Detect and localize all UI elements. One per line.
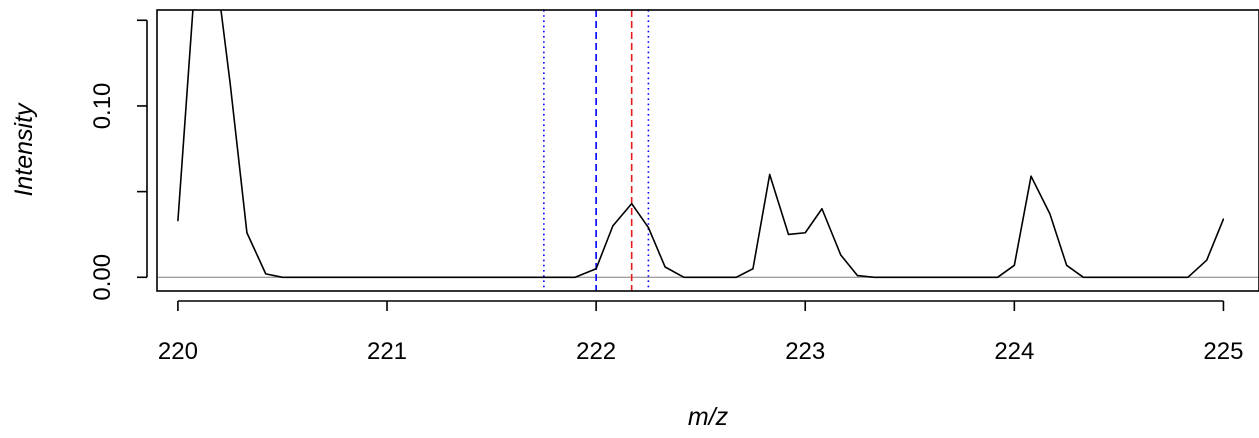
data-point (1101, 276, 1103, 278)
x-axis-title: m/z (688, 403, 729, 431)
x-axis: 220 221 222 223 224 225 (158, 300, 1243, 365)
data-point (716, 276, 719, 278)
data-point (449, 276, 451, 278)
x-tick-label: 223 (785, 338, 825, 365)
data-point (511, 276, 514, 278)
data-point (873, 276, 875, 278)
y-axis-title: Intensity (10, 102, 38, 197)
data-point (664, 266, 666, 268)
data-point (930, 276, 932, 278)
x-tick-label: 220 (158, 338, 198, 365)
data-point (997, 276, 999, 278)
plot-frame (156, 9, 1259, 292)
data-point (683, 276, 685, 278)
data-point (909, 276, 911, 278)
data-point (229, 83, 231, 85)
x-tick-label: 222 (576, 338, 616, 365)
data-point (246, 232, 248, 234)
data-point (386, 276, 388, 278)
data-point (840, 254, 842, 256)
data-point (595, 268, 597, 270)
data-point (856, 274, 859, 277)
data-point (1139, 276, 1141, 278)
data-point (1082, 276, 1084, 278)
data-point (177, 220, 179, 222)
data-point (631, 203, 633, 205)
data-point (804, 232, 806, 234)
x-tick-label: 221 (367, 338, 407, 365)
data-point (428, 276, 430, 278)
data-point (532, 276, 534, 278)
data-point (281, 276, 284, 278)
data-point (752, 268, 754, 270)
data-point (1030, 175, 1032, 177)
y-axis: 0.00 0.10 (89, 19, 148, 301)
data-point (1160, 276, 1162, 278)
data-point (265, 273, 267, 275)
data-point (735, 276, 737, 278)
x-tick-label: 224 (994, 338, 1034, 365)
data-point (574, 276, 576, 278)
data-point (892, 276, 894, 278)
data-point (1206, 259, 1208, 261)
data-point (1066, 264, 1068, 266)
data-point (407, 276, 409, 278)
data-point (1187, 276, 1189, 278)
data-point (1049, 213, 1051, 215)
data-point (323, 276, 325, 278)
data-point (344, 276, 346, 278)
data-point (553, 276, 555, 278)
data-point (821, 208, 823, 210)
data-point (700, 276, 702, 278)
data-point (787, 233, 790, 236)
x-tick-label: 225 (1203, 338, 1243, 365)
y-tick-label: 0.00 (89, 254, 116, 301)
data-point (1013, 264, 1015, 266)
data-point (951, 276, 953, 278)
data-point (971, 276, 974, 278)
data-point (769, 173, 771, 176)
data-point (612, 225, 614, 227)
plot-area (157, 10, 1259, 291)
data-point (302, 276, 304, 278)
data-point (470, 276, 472, 278)
data-point (365, 276, 367, 278)
data-point (490, 276, 493, 278)
data-point (647, 227, 650, 229)
data-point (1222, 218, 1225, 220)
y-tick-label: 0.10 (89, 83, 116, 130)
data-point (1118, 276, 1120, 278)
spectrum-line-0 (177, 10, 1225, 279)
